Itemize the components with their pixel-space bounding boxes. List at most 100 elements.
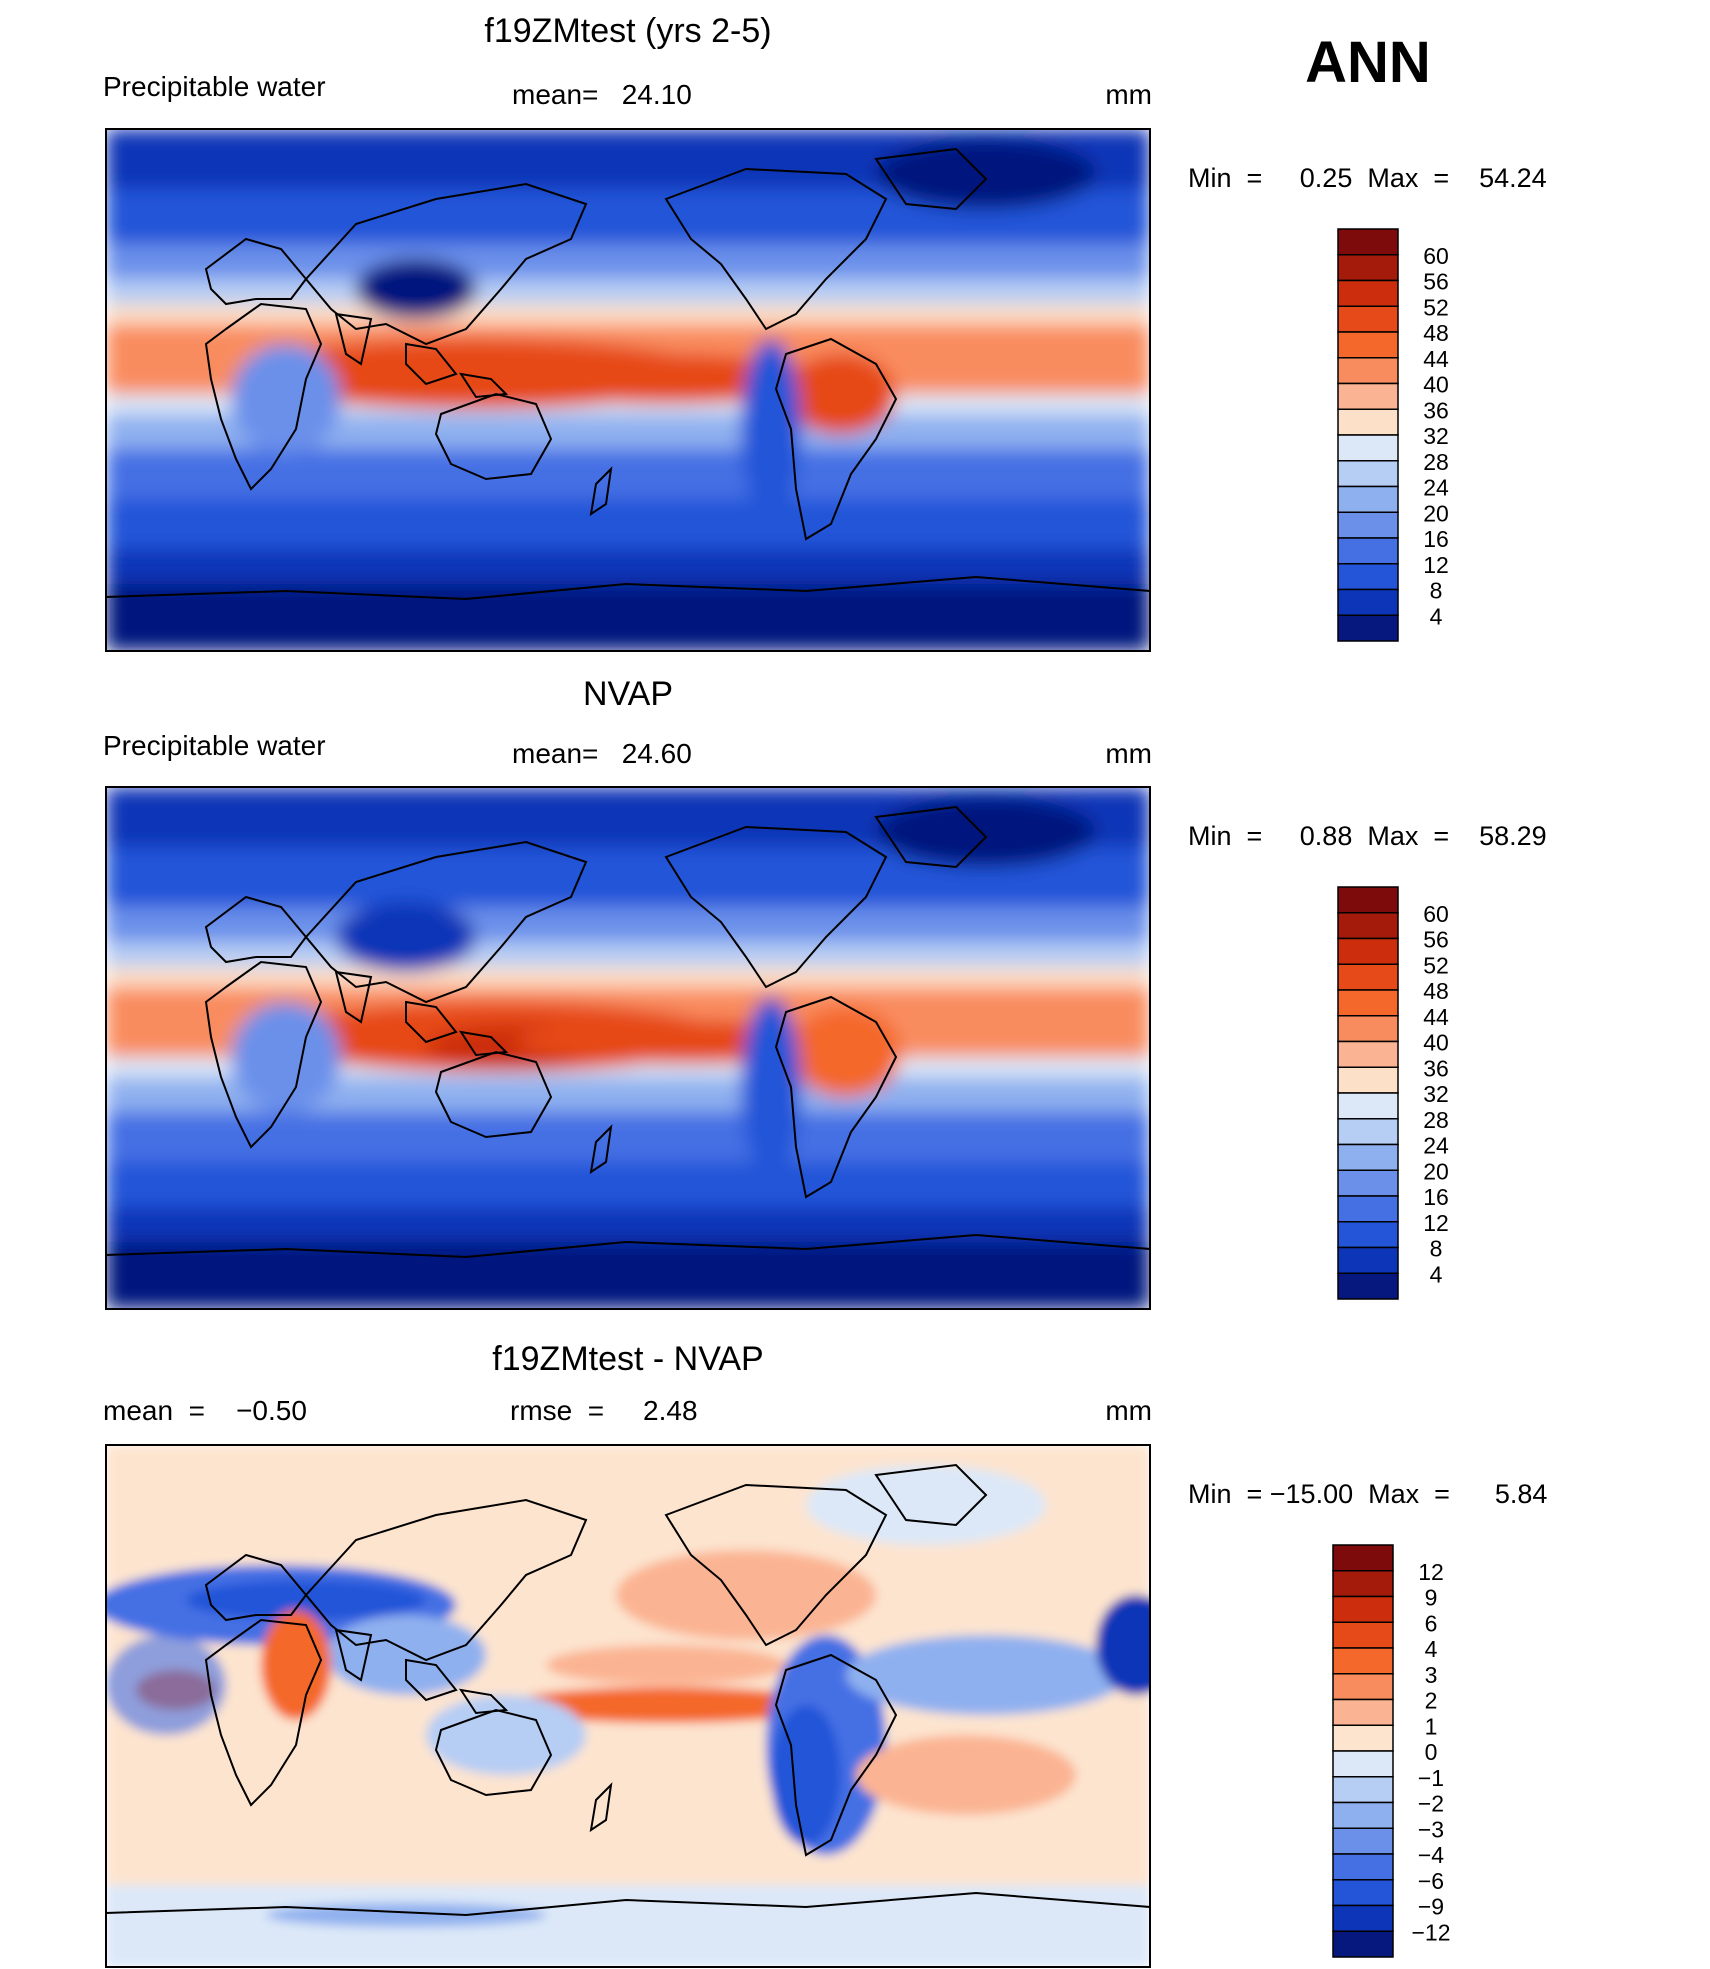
panel-model: f19ZMtest (yrs 2-5) Precipitable water m… xyxy=(103,12,1547,652)
variable-label: Precipitable water xyxy=(103,730,326,761)
colorbar-tick-label: 36 xyxy=(1423,1055,1449,1081)
colorbar-tick-label: 44 xyxy=(1423,346,1449,372)
colorbar-swatch xyxy=(1332,1698,1394,1726)
colorbar-swatch xyxy=(1337,1118,1399,1146)
colorbar-swatch xyxy=(1337,1066,1399,1094)
colorbar-tick-label: 24 xyxy=(1423,1133,1449,1159)
colorbar-swatch xyxy=(1337,886,1399,914)
colorbar-swatch xyxy=(1337,460,1399,488)
colorbar-tick-label: 52 xyxy=(1423,294,1449,320)
colorbar-swatch xyxy=(1337,1246,1399,1274)
colorbar-tick-label: 60 xyxy=(1423,243,1449,269)
colorbar-tick-label: 48 xyxy=(1423,978,1449,1004)
colorbar-swatch xyxy=(1337,331,1399,359)
colorbar-tick-label: 16 xyxy=(1423,1184,1449,1210)
panel-title: f19ZMtest (yrs 2-5) xyxy=(484,12,771,50)
colorbar-swatch xyxy=(1332,1595,1394,1623)
colorbar-swatch xyxy=(1337,1092,1399,1120)
map-field xyxy=(106,129,1150,651)
colorbar-tick-label: 4 xyxy=(1430,1261,1443,1287)
colorbar-swatch xyxy=(1332,1750,1394,1778)
colorbar-swatch xyxy=(1332,1647,1394,1675)
colorbar-tick-label: 44 xyxy=(1423,1004,1449,1030)
colorbar-tick-label: 32 xyxy=(1423,423,1449,449)
colorbar-tick-label: 48 xyxy=(1423,320,1449,346)
colorbar-swatch xyxy=(1337,937,1399,965)
colorbar-tick-label: 12 xyxy=(1418,1559,1444,1585)
panel-title: NVAP xyxy=(583,675,673,713)
colorbar-swatch xyxy=(1337,1221,1399,1249)
colorbar-swatch xyxy=(1332,1827,1394,1855)
colorbar-swatch xyxy=(1332,1570,1394,1598)
colorbar-swatch xyxy=(1337,1169,1399,1197)
colorbar-tick-label: 40 xyxy=(1423,1030,1449,1056)
colorbar-swatch xyxy=(1337,614,1399,642)
map-frame xyxy=(105,786,1151,1310)
colorbar-swatch xyxy=(1337,1272,1399,1300)
colorbar-swatch xyxy=(1337,537,1399,565)
colorbar-tick-label: 4 xyxy=(1430,603,1443,629)
units-label: mm xyxy=(1105,738,1152,769)
colorbar-swatch xyxy=(1337,434,1399,462)
colorbar-tick-label: −1 xyxy=(1418,1765,1444,1791)
colorbar-tick-label: 4 xyxy=(1425,1636,1438,1662)
rmse-label: rmse = 2.48 xyxy=(510,1395,698,1426)
colorbar-tick-label: 28 xyxy=(1423,449,1449,475)
colorbar-swatch xyxy=(1337,588,1399,616)
colorbar-swatch xyxy=(1332,1544,1394,1572)
colorbar-tick-label: 16 xyxy=(1423,526,1449,552)
colorbar-swatch xyxy=(1337,228,1399,256)
map-frame xyxy=(105,128,1151,652)
colorbar-tick-label: −2 xyxy=(1418,1791,1444,1817)
colorbar-swatch xyxy=(1332,1930,1394,1958)
colorbar-swatch xyxy=(1337,563,1399,591)
min-max-label: Min = 0.88 Max = 58.29 xyxy=(1188,821,1547,851)
colorbar-tick-label: 32 xyxy=(1423,1081,1449,1107)
colorbar-swatch xyxy=(1337,963,1399,991)
colorbar-tick-label: 3 xyxy=(1425,1662,1438,1688)
colorbar-tick-label: −12 xyxy=(1411,1919,1450,1945)
colorbar-swatch xyxy=(1337,485,1399,513)
colorbar-swatch xyxy=(1337,1015,1399,1043)
variable-label: Precipitable water xyxy=(103,71,326,102)
mean-label: mean = −0.50 xyxy=(103,1395,307,1426)
colorbar-tick-label: 60 xyxy=(1423,901,1449,927)
min-max-label: Min = 0.25 Max = 54.24 xyxy=(1188,163,1547,193)
colorbar-tick-label: 52 xyxy=(1423,952,1449,978)
colorbar-swatch xyxy=(1337,1195,1399,1223)
colorbar-swatch xyxy=(1332,1673,1394,1701)
colorbar-tick-label: 12 xyxy=(1423,552,1449,578)
colorbar-tick-label: 56 xyxy=(1423,269,1449,295)
colorbar-tick-label: 20 xyxy=(1423,1158,1449,1184)
colorbar-swatch xyxy=(1332,1879,1394,1907)
colorbar-tick-label: 0 xyxy=(1425,1739,1438,1765)
colorbar-tick-label: −3 xyxy=(1418,1816,1444,1842)
units-label: mm xyxy=(1105,1395,1152,1426)
colorbar-swatch xyxy=(1337,279,1399,307)
map-frame xyxy=(105,1444,1151,1968)
colorbar-swatch xyxy=(1332,1724,1394,1752)
colorbar-tick-label: 9 xyxy=(1425,1585,1438,1611)
mean-label: mean= 24.60 xyxy=(512,738,692,769)
colorbar-tick-label: −4 xyxy=(1418,1842,1444,1868)
colorbar-tick-label: 2 xyxy=(1425,1688,1438,1714)
colorbar-swatch xyxy=(1332,1776,1394,1804)
colorbar-tick-label: 8 xyxy=(1430,1236,1443,1262)
map-field xyxy=(106,787,1150,1309)
colorbar-tick-label: 36 xyxy=(1423,397,1449,423)
panel-diff: f19ZMtest - NVAP mean = −0.50 rmse = 2.4… xyxy=(103,1340,1547,1968)
colorbar-swatch xyxy=(1332,1801,1394,1829)
season-label: ANN xyxy=(1305,30,1431,95)
colorbar-swatch xyxy=(1337,305,1399,333)
mean-label: mean= 24.10 xyxy=(512,79,692,110)
panel-obs: NVAP Precipitable water mean= 24.60 mm M… xyxy=(103,675,1547,1310)
colorbar-swatch xyxy=(1332,1904,1394,1932)
colorbar-tick-label: −9 xyxy=(1418,1894,1444,1920)
colorbar-tick-label: 12 xyxy=(1423,1210,1449,1236)
map-field xyxy=(106,1445,1150,1967)
min-max-label: Min = −15.00 Max = 5.84 xyxy=(1188,1479,1547,1509)
colorbar-swatch xyxy=(1337,511,1399,539)
colorbar-swatch xyxy=(1337,1040,1399,1068)
